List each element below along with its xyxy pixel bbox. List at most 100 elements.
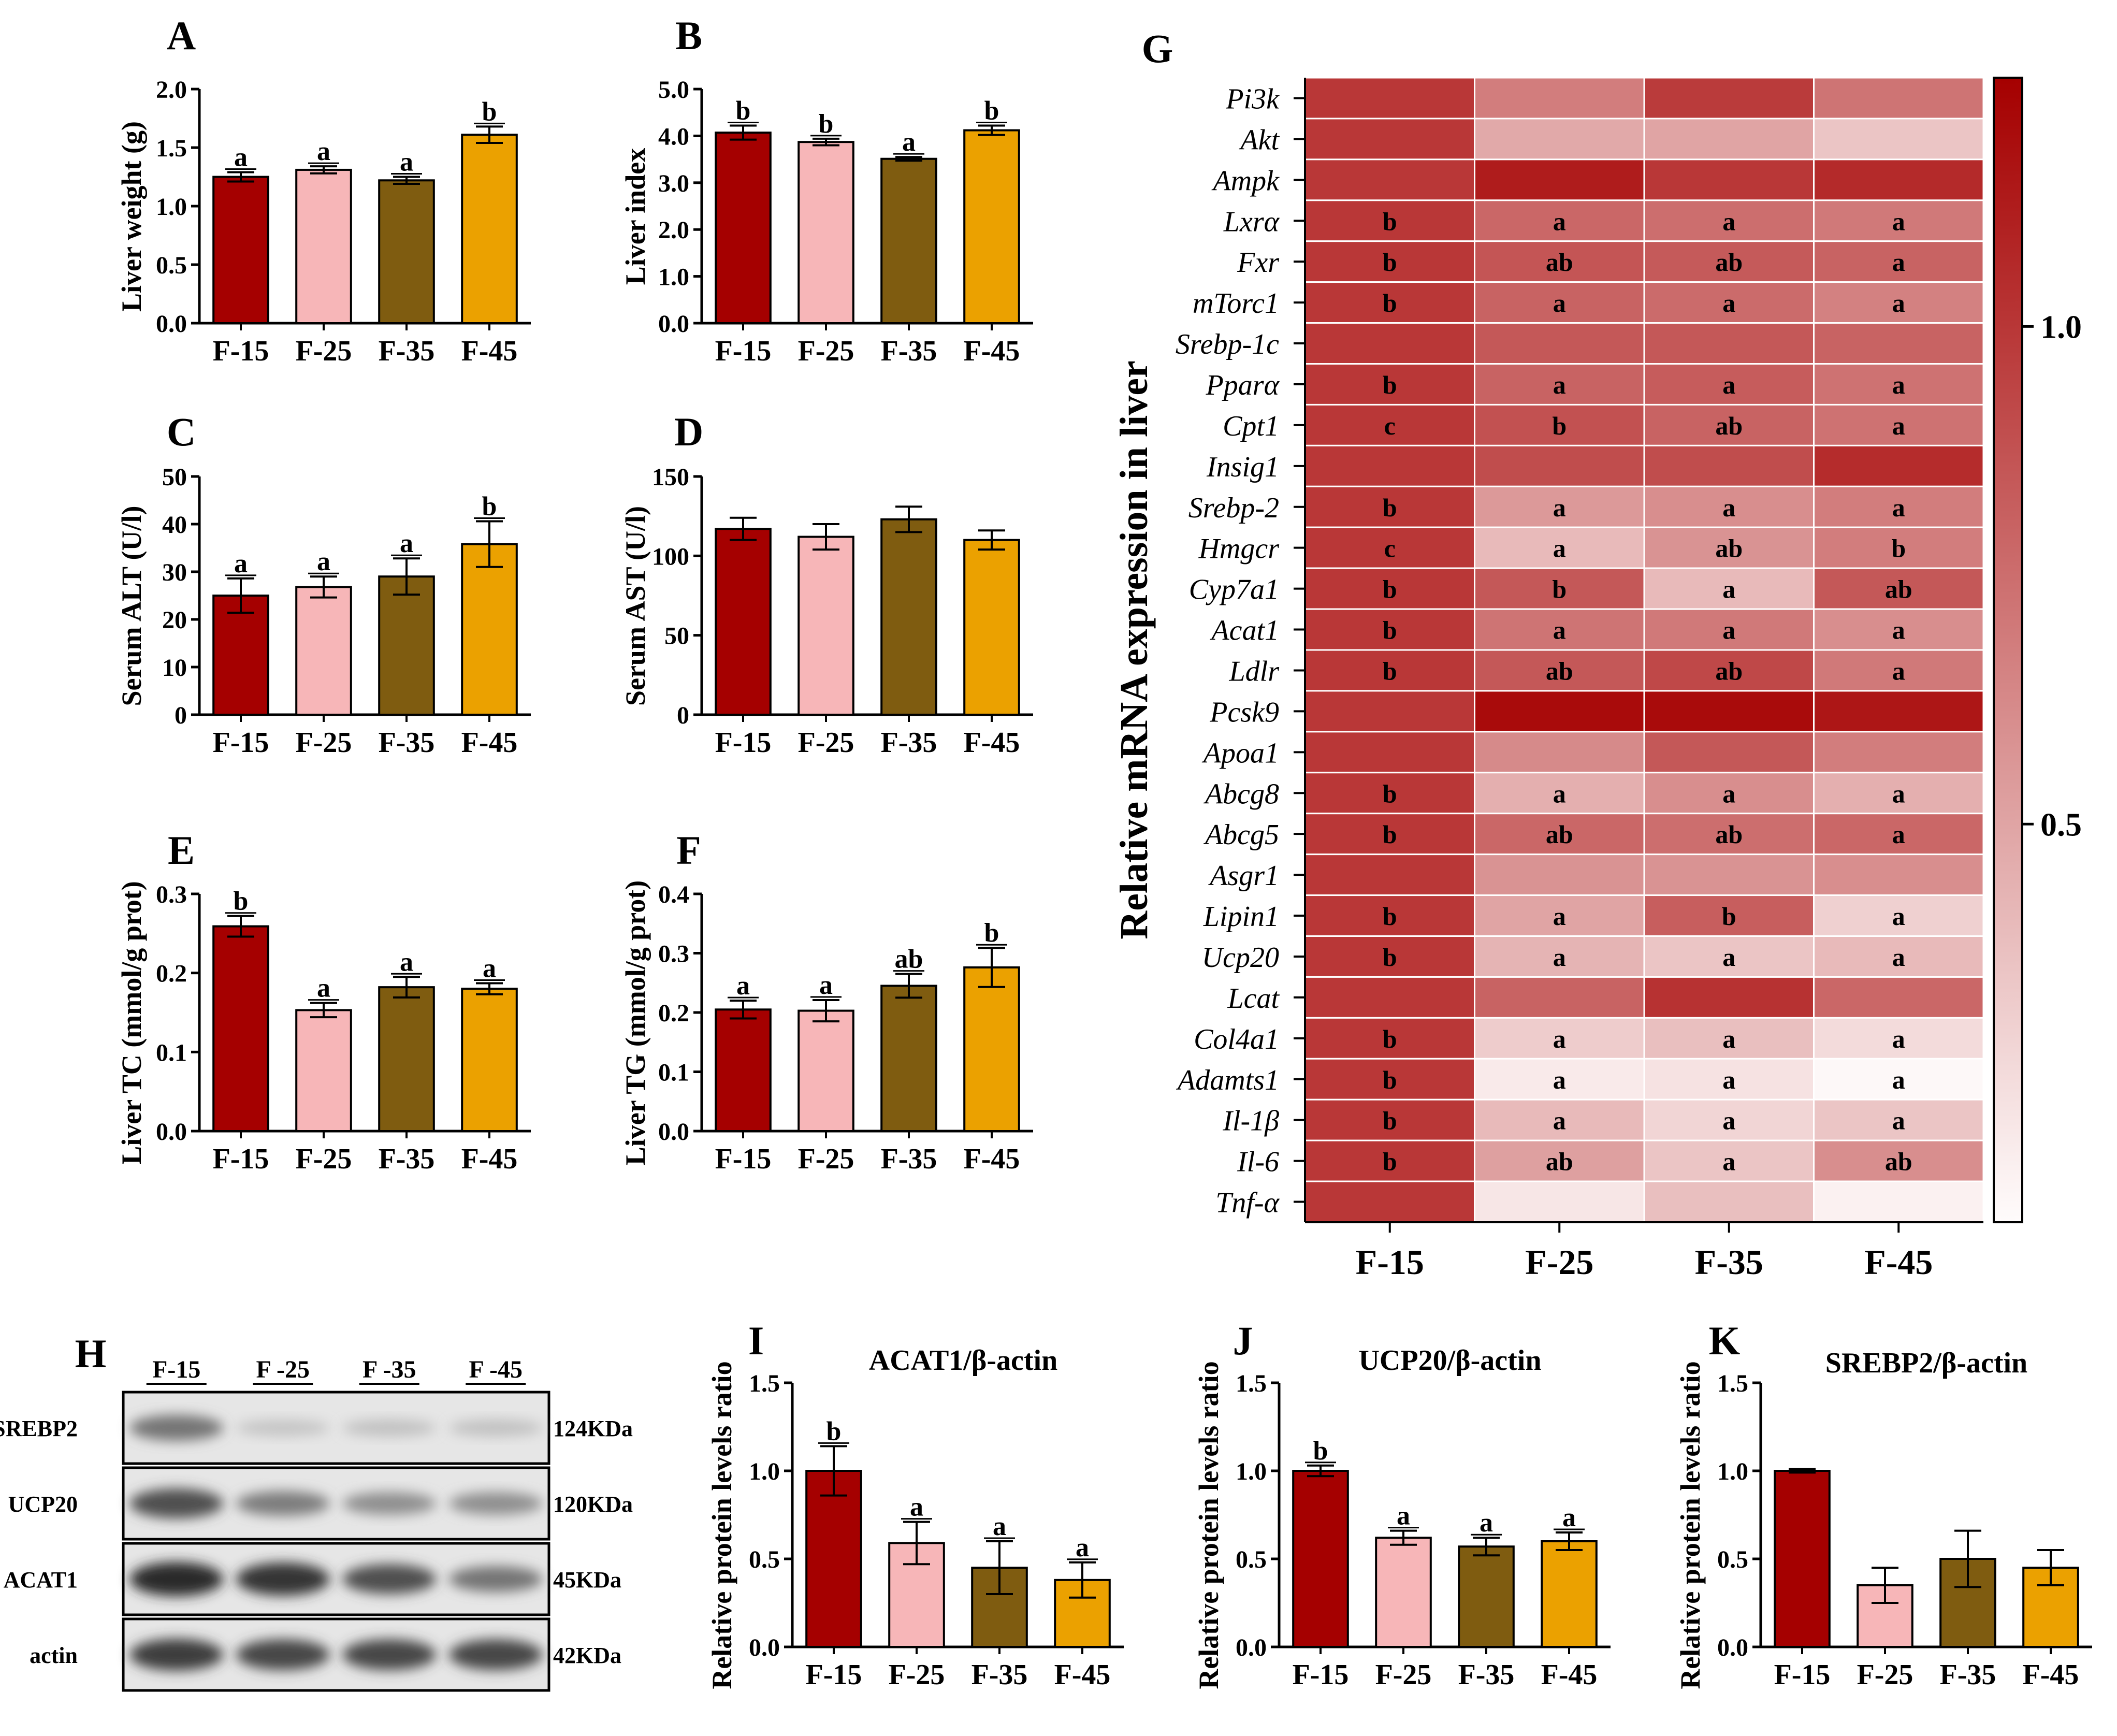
- heatmap-cell: [1474, 935, 1645, 978]
- gene-label: Pparα: [1206, 369, 1280, 401]
- cell-letter: a: [1892, 248, 1905, 277]
- molecular-weight-label: 124KDa: [553, 1416, 633, 1441]
- bar-f-15: [212, 925, 269, 1133]
- cell-letter: ab: [1546, 248, 1573, 277]
- heatmap-cell: [1813, 240, 1984, 283]
- protein-label: actin: [30, 1643, 78, 1668]
- heatmap-cell: [1304, 158, 1475, 201]
- y-tick-label: 2.0: [156, 76, 187, 104]
- x-tick-label: F-35: [379, 335, 435, 367]
- x-tick-label: F-15: [213, 1143, 269, 1175]
- panel-label-j: J: [1233, 1318, 1253, 1363]
- x-tick-label: F-35: [881, 727, 937, 759]
- heatmap-cell: [1474, 649, 1645, 692]
- x-tick-label: F-25: [1375, 1659, 1432, 1691]
- cell-letter: b: [1383, 616, 1397, 645]
- cell-letter: a: [1553, 616, 1566, 645]
- cell-letter: a: [1722, 1065, 1735, 1094]
- y-tick-label: 0.2: [156, 960, 187, 988]
- y-tick-label: 1.5: [1717, 1370, 1748, 1397]
- bar-f-35: [880, 157, 937, 324]
- y-tick-label: 30: [162, 559, 187, 586]
- cell-letter: a: [1553, 779, 1566, 808]
- chart-title: UCP20/β-actin: [1358, 1344, 1541, 1377]
- cell-letter: ab: [1546, 656, 1573, 685]
- heatmap-cell: [1813, 1058, 1984, 1101]
- significance-letter: b: [234, 887, 249, 916]
- cell-letter: b: [1383, 943, 1397, 972]
- heatmap-cell: [1304, 240, 1475, 283]
- heatmap-cell: [1474, 444, 1645, 487]
- heatmap-cell: [1813, 772, 1984, 815]
- significance-letter: a: [819, 971, 833, 1000]
- lane-label: F -25: [256, 1356, 310, 1383]
- heatmap-cell: [1813, 1017, 1984, 1060]
- x-tick-label: F-15: [806, 1659, 862, 1691]
- significance-letter: b: [1313, 1436, 1328, 1466]
- heatmap-cell: [1643, 363, 1815, 406]
- x-tick-label: F-35: [881, 335, 937, 367]
- x-tick-label: F-45: [964, 1143, 1020, 1175]
- gene-label: mTorc1: [1193, 287, 1279, 320]
- heatmap-cell: [1643, 322, 1815, 365]
- cell-letter: a: [1722, 370, 1735, 399]
- bar-f-15: [715, 1008, 772, 1133]
- heatmap-cell: [1643, 1098, 1815, 1141]
- significance-letter: a: [1562, 1503, 1576, 1532]
- heatmap-cell: [1643, 690, 1815, 733]
- heatmap-cell: [1474, 322, 1645, 365]
- cell-letter: a: [1892, 1024, 1905, 1053]
- bar-f-45: [461, 543, 518, 716]
- bar-f-35: [378, 179, 435, 324]
- cell-letter: ab: [1546, 820, 1573, 849]
- y-tick-label: 1.0: [658, 264, 689, 291]
- heatmap-cell: [1643, 526, 1815, 569]
- gene-label: Srebp-2: [1188, 492, 1279, 524]
- x-tick-label: F-35: [1458, 1659, 1515, 1691]
- y-tick-label: 0.0: [658, 310, 689, 338]
- y-axis-label: Liver TG (mmol/g prot): [620, 880, 651, 1165]
- bar-f-25: [798, 141, 854, 324]
- cell-letter: b: [1383, 493, 1397, 522]
- blot-band: [236, 1639, 330, 1670]
- cell-letter: a: [1553, 534, 1566, 563]
- cell-letter: a: [1553, 902, 1566, 931]
- gene-label: Ldlr: [1229, 655, 1280, 687]
- panel-i: I ACAT1/β-actin 0.0 0.5 1.0 1.5 Relative prote…: [706, 1318, 1124, 1691]
- y-tick-label: 0.5: [1236, 1546, 1267, 1573]
- significance-letter: a: [234, 549, 248, 578]
- cell-letter: b: [1722, 902, 1736, 931]
- y-tick-label: 0.0: [1236, 1634, 1267, 1661]
- cell-letter: a: [1892, 943, 1905, 972]
- bar-f-15: [212, 595, 269, 716]
- chart-title: ACAT1/β-actin: [869, 1344, 1057, 1377]
- panel-a: A 0.0 0.5 1.0 1.5 2.0 Liver weight (g) a F-15 a F-…: [116, 13, 531, 367]
- y-tick-label: 0.3: [156, 881, 187, 908]
- heatmap-cell: [1474, 403, 1645, 446]
- bar-f-15: [805, 1470, 862, 1648]
- heatmap-cell: [1643, 894, 1815, 937]
- heatmap-cell: [1813, 731, 1984, 774]
- molecular-weight-label: 42KDa: [553, 1643, 621, 1668]
- cell-letter: b: [1383, 1106, 1397, 1135]
- colorbar-tick-label: 0.5: [2040, 806, 2082, 843]
- significance-letter: b: [984, 96, 999, 126]
- blot-band: [342, 1564, 437, 1594]
- heatmap-cell: [1474, 567, 1645, 610]
- y-axis-label: Liver TC (mmol/g prot): [116, 881, 147, 1164]
- y-tick-label: 1.0: [1236, 1458, 1267, 1485]
- gene-label: Abcg5: [1203, 819, 1279, 851]
- heatmap-cell: [1304, 444, 1475, 487]
- gene-label: Ampk: [1211, 165, 1280, 197]
- y-tick-label: 0.0: [749, 1634, 780, 1661]
- heatmap-cell: [1813, 853, 1984, 896]
- y-tick-label: 50: [162, 464, 187, 491]
- bar-f-45: [1541, 1540, 1598, 1648]
- significance-letter: ab: [895, 945, 923, 974]
- lane-label: F -45: [469, 1356, 523, 1383]
- heatmap-cell: [1474, 240, 1645, 283]
- heatmap-cell: [1643, 281, 1815, 324]
